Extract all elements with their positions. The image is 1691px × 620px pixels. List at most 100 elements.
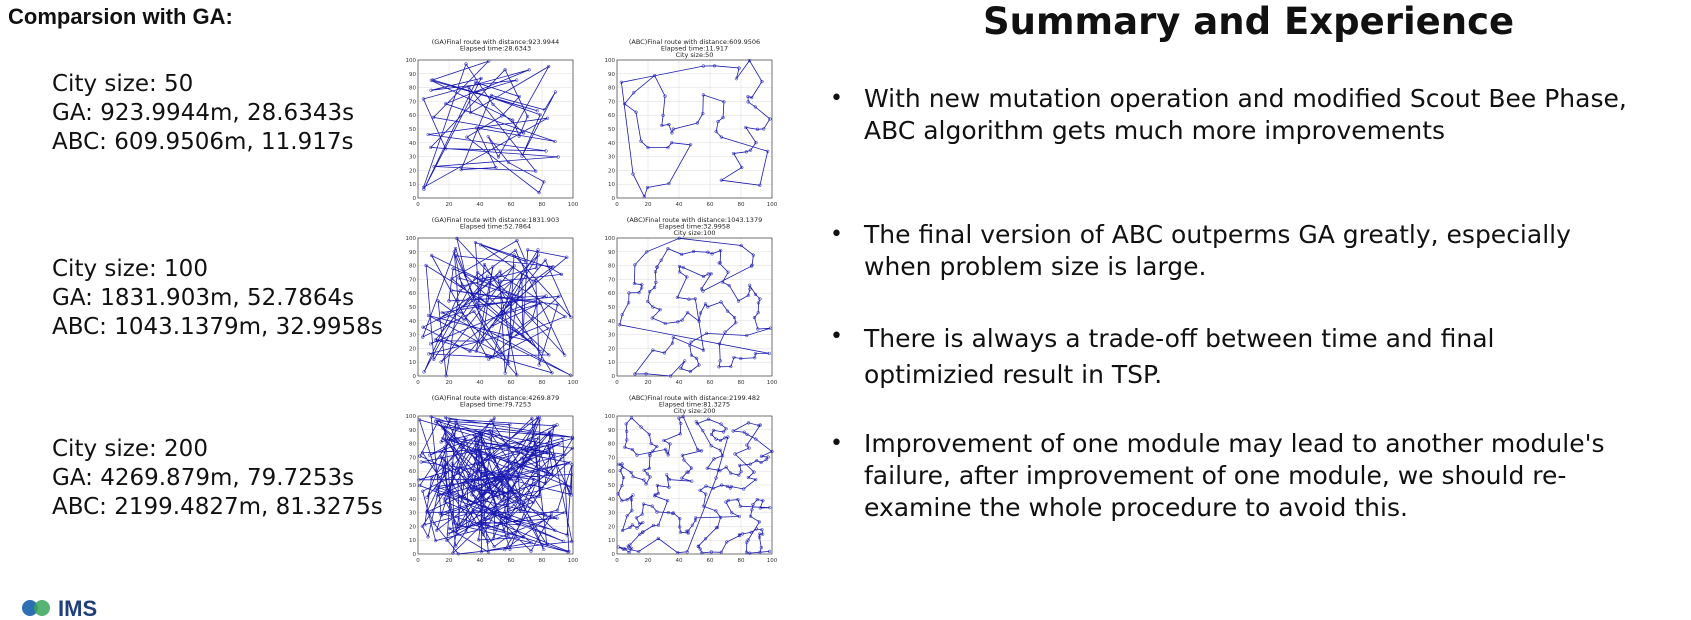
city-point — [444, 486, 449, 491]
city-point — [517, 134, 521, 138]
city-point — [757, 423, 761, 428]
x-tick-label: 100 — [568, 202, 578, 208]
city-point — [724, 427, 728, 431]
city-point — [640, 530, 645, 534]
city-point — [509, 331, 513, 336]
city-point — [739, 356, 743, 361]
city-point — [515, 78, 519, 82]
city-point — [754, 527, 759, 531]
x-tick-label: 60 — [508, 202, 515, 208]
city-point — [662, 351, 667, 355]
city-point — [704, 484, 708, 488]
city-point — [426, 313, 431, 318]
city-point — [476, 522, 481, 526]
city-point — [716, 468, 720, 472]
city-point — [696, 544, 701, 549]
city-point — [532, 439, 537, 443]
route-path — [620, 59, 771, 198]
city-point — [481, 522, 485, 526]
city-point — [747, 551, 752, 555]
city-point — [522, 535, 526, 540]
city-point — [663, 94, 667, 98]
city-point — [472, 433, 477, 438]
city-point — [499, 478, 503, 482]
city-point — [633, 263, 637, 267]
city-point — [481, 440, 485, 444]
city-point — [454, 254, 458, 258]
city-point — [422, 187, 426, 192]
city-point — [465, 449, 469, 453]
city-point — [709, 432, 714, 437]
city-point — [476, 462, 480, 466]
city-point — [699, 287, 704, 291]
city-point — [678, 516, 682, 521]
city-point — [422, 370, 426, 374]
y-tick-label: 100 — [406, 414, 417, 420]
city-point — [503, 371, 507, 375]
city-point — [637, 549, 641, 554]
city-point — [421, 335, 425, 339]
plot-title: City size:50 — [676, 51, 714, 59]
city-point — [543, 481, 547, 486]
city-point — [420, 524, 425, 528]
city-point — [645, 250, 649, 254]
y-tick-label: 0 — [413, 552, 417, 558]
city-point — [628, 525, 632, 530]
route-plot-svg: (GA)Final route with distance:4269.879El… — [406, 394, 579, 564]
city-point — [698, 488, 702, 493]
city-point — [417, 478, 421, 482]
x-tick-label: 0 — [416, 202, 420, 208]
city-point — [493, 526, 497, 530]
city-point — [517, 94, 522, 99]
city-point — [451, 551, 455, 555]
city-point — [706, 250, 710, 254]
city-point — [456, 524, 460, 528]
city-point — [420, 451, 425, 455]
city-point — [570, 539, 574, 544]
y-tick-label: 50 — [409, 305, 416, 311]
route-plot-svg: (ABC)Final route with distance:2199.482E… — [605, 394, 778, 564]
city-point — [666, 510, 670, 515]
city-point — [748, 514, 753, 518]
city-point — [620, 499, 624, 503]
city-size-label: City size: 50 — [52, 71, 194, 97]
city-point — [746, 94, 750, 99]
city-point — [487, 357, 491, 361]
city-point — [734, 77, 739, 81]
city-point — [517, 477, 522, 481]
x-tick-label: 100 — [767, 202, 777, 208]
city-point — [750, 95, 754, 100]
city-point — [534, 169, 538, 173]
city-point — [538, 494, 542, 498]
city-point — [552, 453, 556, 457]
city-point — [447, 526, 451, 531]
city-point — [632, 91, 636, 95]
city-point — [462, 479, 467, 483]
city-point — [535, 109, 540, 113]
city-summary-200: City size: 200 GA: 4269.879m, 79.7253s A… — [52, 435, 383, 522]
city-point — [533, 482, 538, 486]
city-point — [425, 495, 429, 499]
city-point — [439, 440, 443, 444]
city-point — [716, 119, 720, 124]
y-tick-label: 0 — [612, 196, 616, 202]
city-point — [624, 422, 628, 426]
city-point — [629, 496, 633, 500]
city-point — [682, 458, 686, 462]
city-point — [758, 550, 762, 554]
city-point — [498, 269, 502, 273]
city-point — [479, 76, 483, 81]
city-point — [528, 440, 532, 445]
city-point — [714, 476, 718, 480]
city-point — [648, 452, 652, 456]
city-point — [491, 355, 495, 359]
city-point — [630, 447, 635, 452]
city-point — [529, 339, 533, 344]
city-point — [634, 110, 638, 114]
city-point — [662, 438, 666, 443]
city-point — [478, 296, 483, 300]
city-point — [473, 500, 477, 504]
city-point — [441, 456, 446, 461]
city-point — [456, 478, 460, 483]
city-point — [454, 544, 458, 548]
